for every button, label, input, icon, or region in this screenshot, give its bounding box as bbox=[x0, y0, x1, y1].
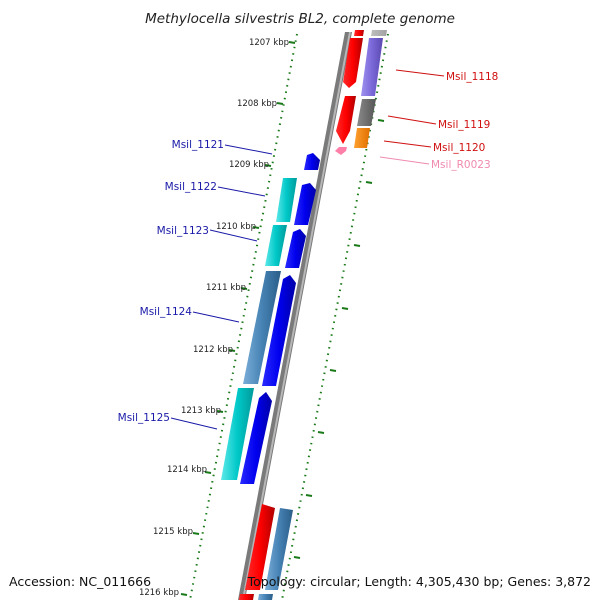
leader-line bbox=[224, 144, 273, 155]
gene-block-msil-1124-outer[interactable] bbox=[243, 271, 281, 384]
outer-track-dashes bbox=[293, 119, 385, 559]
leader-line bbox=[192, 311, 240, 323]
leader-line bbox=[379, 156, 430, 165]
gene-block-msil-1121[interactable] bbox=[304, 153, 320, 170]
tick-label: 1212 kbp bbox=[193, 345, 233, 355]
gene-label-msil-1119[interactable]: Msil_1119 bbox=[438, 119, 490, 131]
tick-label: 1210 kbp bbox=[216, 222, 256, 232]
tick-label: 1216 kbp bbox=[139, 588, 179, 598]
gene-block[interactable] bbox=[262, 275, 296, 386]
scale-ticks bbox=[180, 41, 296, 596]
genome-backbone-highlight bbox=[242, 32, 351, 600]
tick-label: 1215 kbp bbox=[153, 527, 193, 537]
gene-block-msil-1123-outer[interactable] bbox=[265, 225, 287, 266]
scale-tick-labels: 1207 kbp 1208 kbp 1209 kbp 1210 kbp 1211… bbox=[139, 38, 289, 598]
genome-title: Methylocella silvestris BL2, complete ge… bbox=[145, 11, 455, 27]
gene-label-msil-r0023[interactable]: Msil_R0023 bbox=[431, 159, 491, 171]
tick-label: 1209 kbp bbox=[229, 160, 269, 170]
gene-label-msil-1125[interactable]: Msil_1125 bbox=[118, 412, 170, 424]
gene-block[interactable] bbox=[354, 30, 364, 36]
tick-label: 1211 kbp bbox=[206, 283, 246, 293]
leader-line bbox=[209, 229, 258, 242]
leader-line bbox=[383, 140, 432, 148]
gene-block-msil-1122-outer[interactable] bbox=[276, 178, 297, 222]
topology-text: Topology: circular; Length: 4,305,430 bp… bbox=[247, 574, 591, 589]
gene-block[interactable] bbox=[239, 594, 254, 600]
gene-label-msil-1124[interactable]: Msil_1124 bbox=[140, 306, 193, 318]
tick-label: 1208 kbp bbox=[237, 99, 277, 109]
gene-label-msil-1118[interactable]: Msil_1118 bbox=[446, 71, 498, 83]
gene-block[interactable] bbox=[357, 99, 376, 126]
gene-label-msil-1121[interactable]: Msil_1121 bbox=[172, 139, 224, 151]
gene-block[interactable] bbox=[265, 508, 293, 590]
leader-line bbox=[387, 115, 437, 125]
gene-label-msil-1122[interactable]: Msil_1122 bbox=[165, 181, 217, 193]
gene-block[interactable] bbox=[258, 594, 273, 600]
gene-label-msil-1123[interactable]: Msil_1123 bbox=[157, 225, 209, 237]
leader-line bbox=[170, 417, 218, 430]
gene-block[interactable] bbox=[294, 183, 316, 225]
leader-line bbox=[217, 186, 266, 197]
gene-block-msil-1118[interactable] bbox=[343, 38, 363, 88]
gene-label-msil-1120[interactable]: Msil_1120 bbox=[433, 142, 485, 154]
tick-label: 1207 kbp bbox=[249, 38, 289, 48]
gene-block[interactable] bbox=[240, 392, 272, 484]
tick-label: 1214 kbp bbox=[167, 465, 207, 475]
gene-block[interactable] bbox=[285, 229, 306, 268]
gene-block-msil-r0023[interactable] bbox=[335, 147, 347, 155]
gene-labels: Msil_1118 Msil_1119 Msil_1120 Msil_R0023… bbox=[118, 69, 498, 430]
tick-label: 1213 kbp bbox=[181, 406, 221, 416]
gene-block[interactable] bbox=[371, 30, 387, 36]
gene-block-msil-1119[interactable] bbox=[336, 96, 356, 144]
gene-block[interactable] bbox=[361, 38, 383, 96]
leader-line bbox=[395, 69, 445, 77]
gene-block-msil-1120[interactable] bbox=[354, 128, 370, 148]
accession-text: Accession: NC_011666 bbox=[9, 574, 152, 589]
gene-block-msil-1125-outer[interactable] bbox=[221, 388, 254, 480]
gene-block[interactable] bbox=[245, 504, 275, 590]
